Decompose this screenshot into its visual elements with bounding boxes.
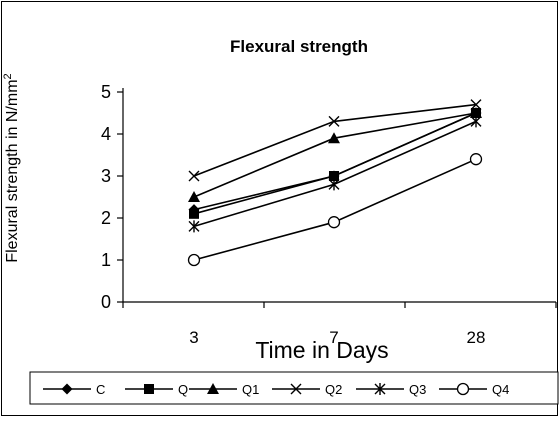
chart-frame xyxy=(1,1,558,416)
series-q3 xyxy=(188,115,482,233)
y-tick-label: 3 xyxy=(101,166,111,186)
x-tick-label: 3 xyxy=(189,328,198,347)
legend-item-c: C xyxy=(43,382,105,397)
legend-marker xyxy=(456,382,470,396)
y-tick-label: 0 xyxy=(101,292,111,312)
axes: 0 1 2 3 4 5 3 7 28 xyxy=(101,82,557,347)
series-group xyxy=(187,99,483,267)
legend-label: Q1 xyxy=(242,382,259,397)
legend-label: Q3 xyxy=(409,382,426,397)
data-point xyxy=(328,178,340,191)
data-point xyxy=(470,115,482,128)
y-tick-label: 5 xyxy=(101,82,111,102)
legend-label: Q2 xyxy=(325,382,342,397)
legend-marker xyxy=(374,383,386,395)
legend-marker xyxy=(207,383,219,394)
legend-item-q4: Q4 xyxy=(439,382,509,397)
legend-label: Q xyxy=(178,382,188,397)
data-point xyxy=(470,99,482,111)
data-point xyxy=(188,170,200,182)
y-axis-label-sup: 2 xyxy=(2,73,14,79)
x-axis-label: Time in Days xyxy=(255,337,388,363)
chart-title: Flexural strength xyxy=(230,37,368,56)
y-axis-label: Flexural strength in N/mm2 xyxy=(2,73,21,262)
legend: C Q Q1 Q2 Q3 Q4 xyxy=(43,382,509,397)
legend-box xyxy=(29,371,559,405)
y-tick-label: 4 xyxy=(101,124,111,144)
legend-marker xyxy=(290,383,302,395)
y-tick-label: 2 xyxy=(101,208,111,228)
x-tick-label: 28 xyxy=(467,328,486,347)
data-point xyxy=(470,107,482,118)
data-point xyxy=(188,191,200,202)
data-point xyxy=(328,115,340,127)
legend-item-q3: Q3 xyxy=(356,382,426,397)
y-axis-label-main: Flexural strength in N/mm xyxy=(4,79,21,262)
legend-item-q1: Q1 xyxy=(189,382,259,397)
data-point xyxy=(189,208,199,219)
legend-marker xyxy=(144,384,154,394)
data-point xyxy=(327,216,341,229)
data-point xyxy=(328,132,340,144)
legend-item-q2: Q2 xyxy=(272,382,342,397)
x-tick-label: 7 xyxy=(329,328,338,347)
data-point xyxy=(329,171,339,181)
series-q4 xyxy=(187,153,483,267)
data-point xyxy=(188,220,200,233)
series-q2 xyxy=(188,99,482,182)
data-point xyxy=(187,253,201,267)
legend-label: Q4 xyxy=(492,382,509,397)
legend-label: C xyxy=(96,382,105,397)
series-q1 xyxy=(188,107,482,202)
legend-item-q: Q xyxy=(125,382,188,397)
data-point xyxy=(469,153,483,166)
legend-marker xyxy=(61,383,73,395)
y-tick-label: 1 xyxy=(101,250,111,270)
